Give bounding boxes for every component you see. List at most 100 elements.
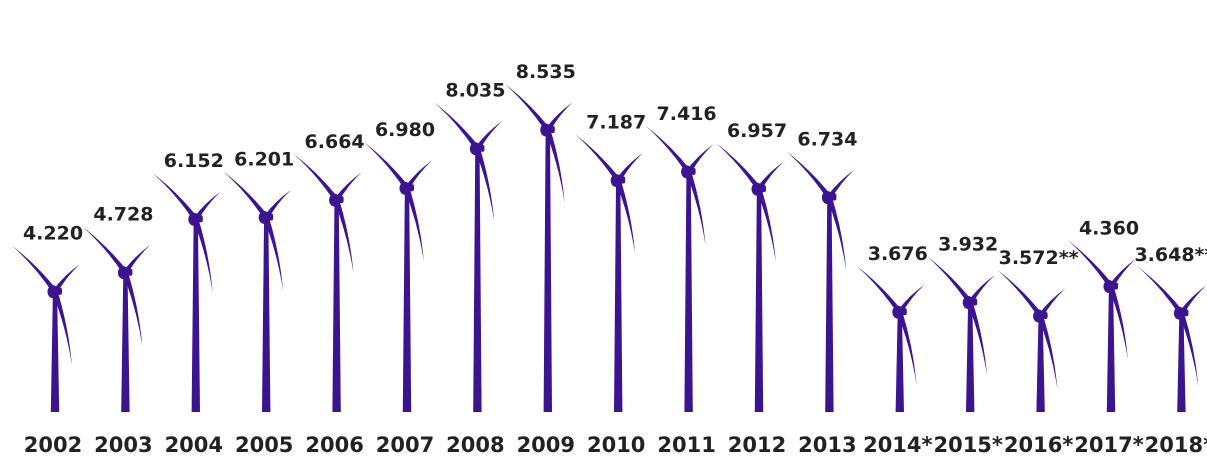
turbine-blade <box>545 102 573 132</box>
turbine-nacelle <box>476 144 485 152</box>
turbine-nacelle <box>1180 309 1189 317</box>
turbine-nacelle <box>828 193 837 201</box>
turbine-tower <box>684 177 693 412</box>
turbine-mark <box>504 83 573 412</box>
turbine-blade <box>1138 267 1184 315</box>
turbine-blade <box>264 189 292 220</box>
data-label: 6.980 <box>375 119 435 141</box>
x-tick-label: 2017* <box>1074 433 1143 457</box>
turbine-mark <box>293 154 362 412</box>
turbine-blade <box>786 151 832 200</box>
turbine-tower <box>121 278 130 412</box>
turbine-blade <box>293 154 339 202</box>
data-label: 3.648*** <box>1134 244 1207 266</box>
turbine-tower <box>543 135 552 412</box>
turbine-mark <box>82 226 151 412</box>
turbine-blade <box>616 152 644 183</box>
data-label: 8.035 <box>445 80 505 102</box>
turbine-mark <box>645 125 714 412</box>
turbine-blade <box>575 134 621 183</box>
turbine-tower <box>825 203 834 412</box>
turbine-tower <box>1036 322 1045 412</box>
turbine-nacelle <box>406 184 414 192</box>
turbine-nacelle <box>969 298 978 306</box>
turbine-blade <box>434 102 480 151</box>
x-tick-label: 2009 <box>517 433 575 457</box>
turbine-blade <box>827 169 855 200</box>
data-label: 6.957 <box>727 120 787 142</box>
x-tick-label: 2004 <box>165 433 223 457</box>
turbine-nacelle <box>1110 282 1118 290</box>
turbine-nacelle <box>124 268 133 276</box>
turbine-nacelle <box>54 287 62 295</box>
turbine-blade <box>686 144 714 174</box>
turbine-nacelle <box>617 176 626 184</box>
turbine-tower <box>402 194 412 412</box>
turbine-mark <box>856 266 925 412</box>
turbine-blade <box>364 142 409 191</box>
turbine-blade <box>53 264 80 294</box>
data-label: 7.187 <box>586 111 646 133</box>
data-label: 3.932 <box>938 233 998 255</box>
turbine-nacelle <box>335 196 344 204</box>
turbine-blade <box>223 171 269 220</box>
turbine-nacelle <box>194 215 203 223</box>
turbine-blade <box>193 191 221 222</box>
turbine-mark <box>575 134 644 412</box>
turbine-blade <box>1068 240 1113 289</box>
turbine-blade <box>475 121 503 151</box>
x-tick-label: 2011 <box>657 433 715 457</box>
x-tick-label: 2016* <box>1004 433 1073 457</box>
turbine-blade <box>927 256 973 305</box>
turbine-tower <box>191 225 200 412</box>
turbine-tower <box>895 318 904 412</box>
turbine-blade <box>504 83 550 132</box>
turbine-tower <box>614 186 623 412</box>
turbine-blade <box>405 160 432 190</box>
data-label: 3.676 <box>868 243 928 265</box>
turbine-mark <box>223 171 292 412</box>
data-label: 4.220 <box>23 223 83 245</box>
data-label: 6.664 <box>305 131 365 153</box>
turbine-blade <box>1038 288 1066 318</box>
turbine-tower <box>1106 292 1116 412</box>
data-label: 4.360 <box>1079 217 1139 239</box>
turbine-mark <box>786 151 855 412</box>
x-tick-label: 2014* <box>863 433 932 457</box>
x-tick-label: 2008 <box>446 433 504 457</box>
turbine-blade <box>334 172 362 202</box>
x-tick-label: 2007 <box>376 433 434 457</box>
turbine-blade <box>152 173 198 222</box>
data-label: 6.734 <box>797 128 857 150</box>
turbine-nacelle <box>687 167 696 175</box>
turbine-blade <box>645 125 691 174</box>
turbine-tower <box>754 195 764 412</box>
turbine-mark <box>1138 267 1207 412</box>
data-label: 7.416 <box>657 103 717 125</box>
turbine-nacelle <box>1039 312 1048 320</box>
turbine-mark <box>12 245 80 412</box>
turbine-nacelle <box>898 308 907 316</box>
turbine-blade <box>123 245 151 275</box>
turbine-blade <box>716 143 761 191</box>
x-tick-label: 2012 <box>728 433 786 457</box>
turbine-tower <box>262 223 271 412</box>
x-tick-label: 2005 <box>235 433 293 457</box>
turbine-tower <box>473 154 482 412</box>
turbine-nacelle <box>265 213 274 221</box>
turbine-blade <box>856 266 902 314</box>
data-label: 6.201 <box>234 148 294 170</box>
turbine-blade <box>997 269 1043 318</box>
x-tick-label: 2006 <box>305 433 363 457</box>
x-tick-label: 2002 <box>24 433 82 457</box>
data-label: 6.152 <box>164 150 224 172</box>
turbine-mark <box>364 142 432 412</box>
turbine-tower <box>50 297 60 412</box>
turbine-mark <box>152 173 221 412</box>
turbine-blade <box>757 161 784 191</box>
turbine-mark <box>927 256 996 412</box>
turbine-blade <box>82 226 128 275</box>
turbine-mark <box>1068 240 1136 412</box>
